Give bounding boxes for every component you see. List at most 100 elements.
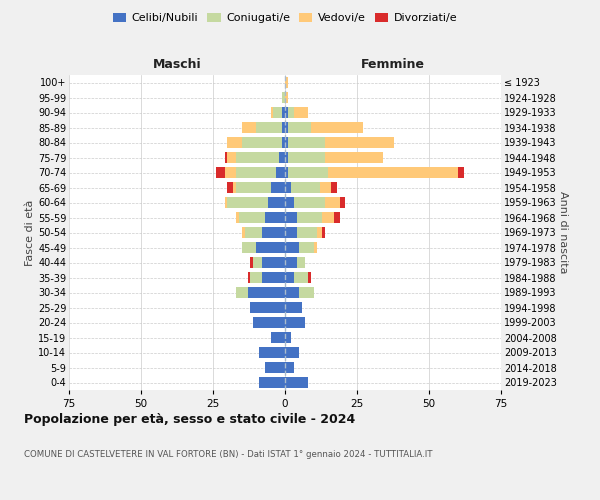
Bar [239,212,265,224]
Bar [293,196,325,208]
Bar [279,152,285,164]
Bar [285,272,293,283]
Y-axis label: Anni di nascita: Anni di nascita [558,191,568,274]
Bar [236,152,279,164]
Bar [262,256,285,268]
Bar [296,226,317,238]
Bar [271,182,285,194]
Bar [242,242,256,254]
Bar [245,226,262,238]
Bar [285,286,299,298]
Bar [250,256,253,268]
Legend: Celibi/Nubili, Coniugati/e, Vedovi/e, Divorziati/e: Celibi/Nubili, Coniugati/e, Vedovi/e, Di… [109,8,461,28]
Bar [224,196,227,208]
Bar [293,272,308,283]
Bar [308,272,311,283]
Bar [285,316,305,328]
Bar [285,226,296,238]
Bar [314,242,317,254]
Bar [334,212,340,224]
Bar [248,272,250,283]
Bar [227,196,268,208]
Bar [271,106,274,118]
Bar [288,106,293,118]
Bar [271,332,285,344]
Bar [296,212,322,224]
Bar [282,136,285,148]
Bar [227,152,236,164]
Bar [248,286,285,298]
Text: COMUNE DI CASTELVETERE IN VAL FORTORE (BN) - Dati ISTAT 1° gennaio 2024 - TUTTIT: COMUNE DI CASTELVETERE IN VAL FORTORE (B… [24,450,433,459]
Bar [320,182,331,194]
Bar [242,136,282,148]
Bar [288,166,328,178]
Bar [285,166,288,178]
Bar [285,212,296,224]
Bar [285,362,293,374]
Bar [285,182,291,194]
Bar [285,332,291,344]
Bar [285,256,296,268]
Text: Femmine: Femmine [361,58,425,70]
Bar [262,272,285,283]
Bar [285,122,288,134]
Bar [262,226,285,238]
Bar [285,242,299,254]
Bar [227,182,233,194]
Bar [285,302,302,314]
Bar [288,152,325,164]
Bar [236,182,271,194]
Bar [322,212,334,224]
Bar [253,256,262,268]
Bar [311,122,363,134]
Bar [285,346,299,358]
Bar [340,196,346,208]
Bar [265,362,285,374]
Bar [285,92,288,104]
Bar [285,376,308,388]
Bar [325,136,394,148]
Bar [233,182,236,194]
Bar [250,302,285,314]
Bar [299,286,314,298]
Bar [253,316,285,328]
Bar [236,212,239,224]
Bar [216,166,224,178]
Bar [242,226,245,238]
Bar [285,196,293,208]
Bar [268,196,285,208]
Bar [325,152,383,164]
Bar [224,166,236,178]
Bar [322,226,325,238]
Bar [285,106,288,118]
Bar [296,256,305,268]
Bar [291,182,320,194]
Bar [282,106,285,118]
Bar [299,242,314,254]
Bar [285,152,288,164]
Bar [285,76,288,88]
Bar [250,272,262,283]
Bar [325,196,340,208]
Bar [288,136,325,148]
Bar [236,166,277,178]
Bar [317,226,322,238]
Y-axis label: Fasce di età: Fasce di età [25,200,35,266]
Text: Maschi: Maschi [152,58,202,70]
Bar [259,376,285,388]
Bar [274,106,282,118]
Bar [256,242,285,254]
Bar [285,136,288,148]
Text: Popolazione per età, sesso e stato civile - 2024: Popolazione per età, sesso e stato civil… [24,412,355,426]
Bar [256,122,282,134]
Bar [288,122,311,134]
Bar [282,122,285,134]
Bar [224,152,227,164]
Bar [282,92,285,104]
Bar [227,136,242,148]
Bar [331,182,337,194]
Bar [236,286,248,298]
Bar [328,166,458,178]
Bar [277,166,285,178]
Bar [242,122,256,134]
